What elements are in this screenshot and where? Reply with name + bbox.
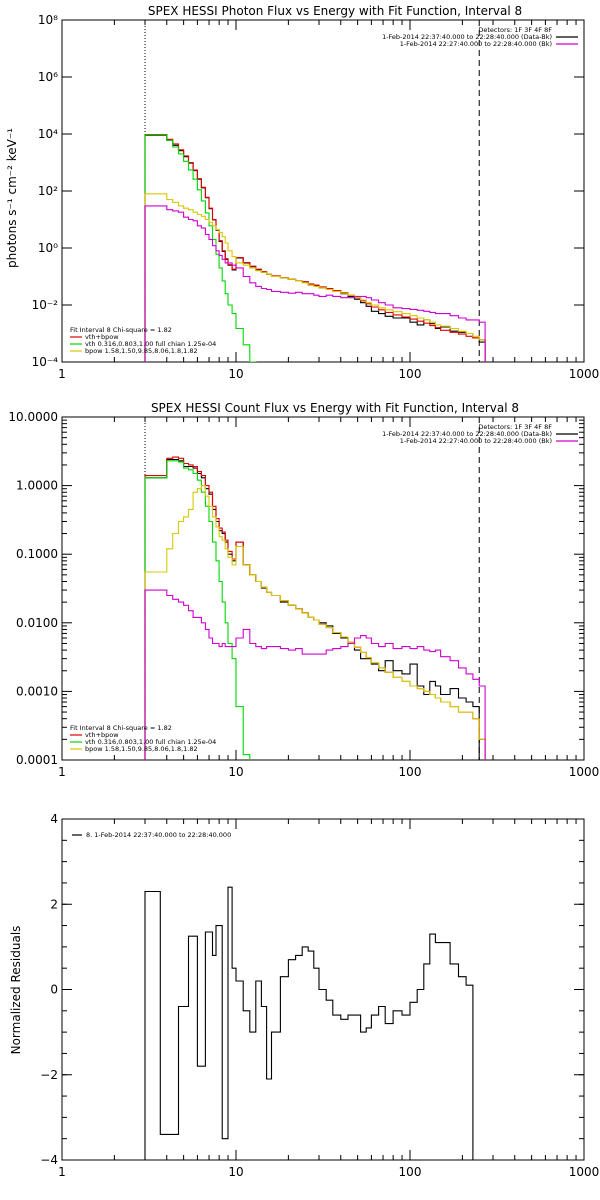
- legend-top-entry: Detectors: 1F 3F 4F 8F: [478, 26, 552, 34]
- series-line-bk: [144, 589, 486, 760]
- y-tick-label: 1.0000: [16, 479, 58, 493]
- series-group: [144, 886, 474, 1160]
- series-group: [144, 456, 486, 760]
- y-tick-label: 10⁻²: [32, 298, 59, 312]
- legend-bottom-entry: vth 0.316,0.803,1.00 full chian 1.25e-04: [85, 340, 216, 348]
- panel1-ylabel: photons s⁻¹ cm⁻² keV⁻¹: [5, 128, 19, 268]
- x-tick-label: 100: [399, 765, 422, 779]
- series-line-vth: [144, 460, 251, 760]
- residuals-panel: Normalized Residuals 1 10 100 1000 −4 −2 0 2 4 8.…: [9, 812, 599, 1179]
- x-tick-label: 1000: [569, 765, 600, 779]
- legend-bottom-entry: vth+bpow: [85, 333, 119, 341]
- legend-bottom-entry: bpow 1.58,1.50,9.85,8.06,1.8,1.82: [85, 745, 198, 753]
- legend-bottom-entry: Fit Interval 8 Chi-square = 1.82: [70, 724, 172, 732]
- y-tick-label: 10⁻⁴: [32, 355, 59, 369]
- x-tick-label: 100: [399, 1165, 422, 1179]
- x-tick-label: 1: [58, 765, 66, 779]
- y-tick-label: 0: [50, 983, 58, 997]
- y-tick-label: 0.0010: [16, 684, 58, 698]
- x-tick-label: 100: [399, 367, 422, 381]
- x-tick-label: 10: [228, 367, 243, 381]
- series-line-total: [144, 134, 486, 362]
- legend-bottom-entry: Fit Interval 8 Chi-square = 1.82: [70, 326, 172, 334]
- legend-top-entry: 1-Feb-2014 22:27:40.000 to 22:28:40.000 …: [400, 40, 552, 48]
- y-tick-label: −4: [40, 1153, 58, 1167]
- y-tick-label: 0.0100: [16, 616, 58, 630]
- legend-top-entry: 1-Feb-2014 22:27:40.000 to 22:28:40.000 …: [400, 437, 552, 445]
- x-tick-label: 1000: [569, 1165, 600, 1179]
- y-tick-label: 10²: [38, 184, 58, 198]
- series-line-bpow: [144, 193, 486, 362]
- plot-frame: [61, 416, 585, 761]
- y-tick-label: 2: [50, 897, 58, 911]
- y-tick-label: 0.0001: [16, 753, 58, 767]
- series-line-data: [144, 886, 474, 1160]
- panel2-title: SPEX HESSI Count Flux vs Energy with Fit…: [151, 401, 519, 415]
- panel3-ylabel: Normalized Residuals: [9, 926, 23, 1055]
- series-line-data: [144, 458, 486, 760]
- x-tick-label: 1000: [569, 367, 600, 381]
- x-tick-label: 10: [228, 765, 243, 779]
- y-tick-label: 4: [50, 812, 58, 826]
- y-tick-label: 10⁸: [38, 13, 58, 27]
- y-tick-label: 10.0000: [8, 410, 58, 424]
- y-tick-label: 10⁰: [38, 241, 58, 255]
- series-group: [144, 134, 486, 362]
- legend-top-entry: 1-Feb-2014 22:37:40.000 to 22:28:40.000 …: [382, 430, 552, 438]
- panel1-title: SPEX HESSI Photon Flux vs Energy with Fi…: [148, 4, 522, 18]
- y-tick-label: −2: [40, 1068, 58, 1082]
- legend-bottom-entry: vth 0.316,0.803,1.00 full chian 1.25e-04: [85, 738, 216, 746]
- series-line-bk: [144, 205, 486, 362]
- count-flux-panel: SPEX HESSI Count Flux vs Energy with Fit…: [8, 401, 599, 779]
- y-tick-label: 10⁴: [38, 127, 58, 141]
- legend-top-entry: Detectors: 1F 3F 4F 8F: [478, 423, 552, 431]
- x-tick-label: 1: [58, 367, 66, 381]
- series-line-total: [144, 456, 486, 760]
- series-line-bpow: [144, 485, 486, 760]
- photon-flux-panel: SPEX HESSI Photon Flux vs Energy with Fi…: [5, 4, 599, 381]
- y-tick-label: 10⁶: [38, 70, 58, 84]
- series-line-vth: [144, 134, 257, 362]
- x-tick-label: 1: [58, 1165, 66, 1179]
- x-tick-label: 10: [228, 1165, 243, 1179]
- legend-bottom-entry: bpow 1.58,1.50,9.85,8.06,1.8,1.82: [85, 347, 198, 355]
- plot-frame: [61, 19, 585, 363]
- legend-bottom-entry: vth+bpow: [85, 731, 119, 739]
- y-tick-label: 0.1000: [16, 547, 58, 561]
- legend-entry: 8. 1-Feb-2014 22:37:40.000 to 22:28:40.0…: [86, 831, 231, 839]
- legend-top-entry: 1-Feb-2014 22:37:40.000 to 22:28:40.000 …: [382, 33, 552, 41]
